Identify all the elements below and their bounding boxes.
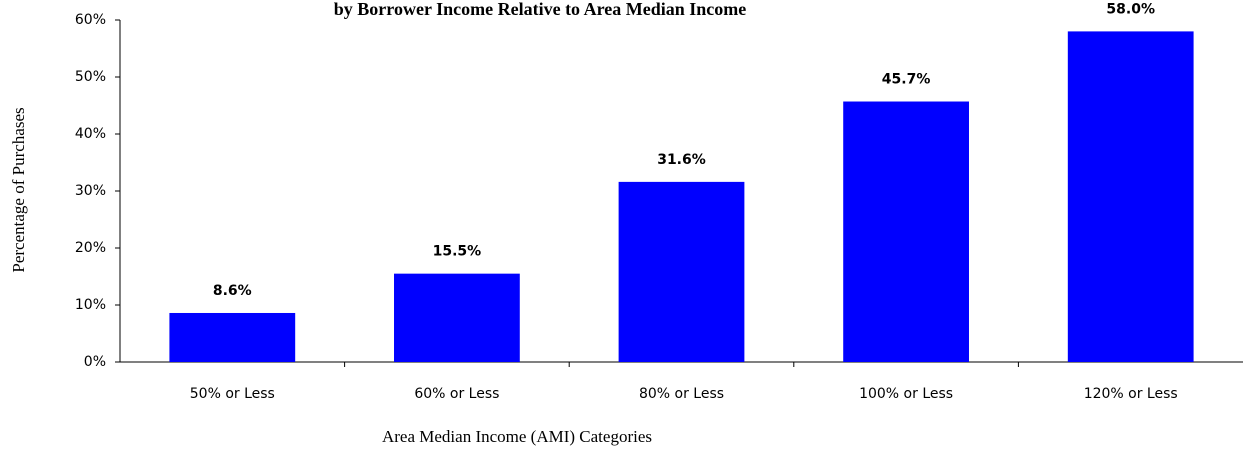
x-tick-label: 60% or Less xyxy=(414,386,499,402)
y-tick-label: 30% xyxy=(75,183,106,199)
y-tick-label: 40% xyxy=(75,126,106,142)
y-tick-label: 20% xyxy=(75,240,106,256)
y-tick-label: 60% xyxy=(75,12,106,28)
y-tick-label: 10% xyxy=(75,297,106,313)
data-label: 31.6% xyxy=(657,152,706,168)
x-tick-label: 50% or Less xyxy=(190,386,275,402)
bar xyxy=(843,101,969,362)
data-label: 8.6% xyxy=(213,283,252,299)
x-tick-label: 80% or Less xyxy=(639,386,724,402)
x-tick-label: 100% or Less xyxy=(859,386,953,402)
bar xyxy=(394,273,520,362)
bar xyxy=(618,181,745,362)
x-axis-title: Area Median Income (AMI) Categories xyxy=(382,427,652,446)
data-label: 15.5% xyxy=(433,244,482,260)
y-axis-title: Percentage of Purchases xyxy=(9,107,28,272)
y-tick-label: 0% xyxy=(84,354,106,370)
bar xyxy=(1067,31,1194,363)
x-tick-label: 120% or Less xyxy=(1084,386,1178,402)
y-tick-label: 50% xyxy=(75,69,106,85)
bar xyxy=(169,312,296,362)
data-label: 58.0% xyxy=(1106,1,1155,17)
data-label: 45.7% xyxy=(882,72,931,88)
chart-title: by Borrower Income Relative to Area Medi… xyxy=(334,0,746,19)
